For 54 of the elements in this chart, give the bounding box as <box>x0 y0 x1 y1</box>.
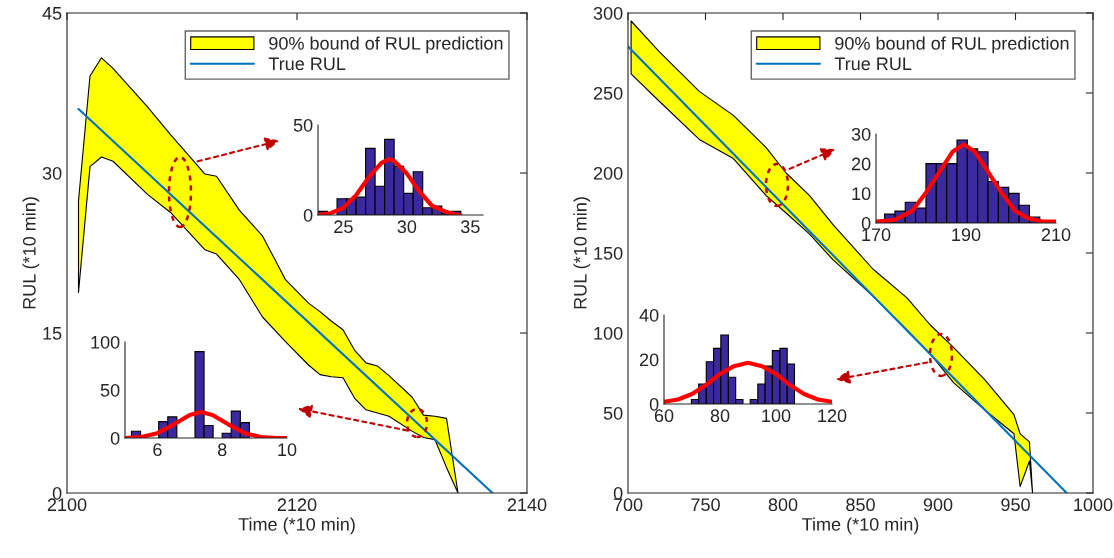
y-tick-label: 15 <box>43 327 62 340</box>
y-tick-label: 40 <box>639 308 659 322</box>
x-tick-label: 2120 <box>277 498 317 512</box>
y-tick-label: 0 <box>649 397 659 411</box>
y-tick-label: 0 <box>303 208 313 222</box>
x-tick-label: 850 <box>846 498 875 512</box>
x-tick-label: 700 <box>613 498 643 512</box>
y-axis-title: RUL (*10 min) <box>573 197 591 309</box>
x-tick-label: 170 <box>862 228 891 242</box>
legend-label: 90% bound of RUL prediction <box>269 36 503 54</box>
x-tick-label: 900 <box>923 498 953 512</box>
x-tick-label: 1000 <box>1074 498 1113 512</box>
x-tick-label: 10 <box>278 443 297 457</box>
y-tick-label: 45 <box>42 7 62 20</box>
y-tick-label: 100 <box>91 335 120 349</box>
y-tick-label: 0 <box>861 216 871 230</box>
y-tick-label: 150 <box>594 246 623 260</box>
y-tick-label: 250 <box>593 86 623 100</box>
y-tick-label: 20 <box>851 157 871 171</box>
legend-label: True RUL <box>268 57 346 71</box>
y-tick-label: 10 <box>852 187 871 201</box>
y-axis-title: RUL (*10 min) <box>22 197 40 309</box>
y-tick-label: 30 <box>851 127 871 141</box>
y-tick-label: 0 <box>52 486 62 500</box>
x-axis-title: Time (*10 min) <box>802 517 919 535</box>
x-tick-label: 25 <box>334 220 353 234</box>
x-tick-label: 100 <box>762 409 791 423</box>
x-tick-label: 8 <box>217 443 227 457</box>
y-tick-label: 100 <box>594 326 623 340</box>
x-tick-label: 60 <box>654 409 674 423</box>
x-tick-label: 950 <box>1001 498 1030 512</box>
x-tick-label: 750 <box>691 498 720 512</box>
y-tick-label: 50 <box>100 383 120 397</box>
x-tick-label: 35 <box>460 220 480 234</box>
x-tick-label: 2100 <box>47 498 87 512</box>
x-tick-label: 6 <box>153 443 162 457</box>
y-tick-label: 50 <box>603 406 623 420</box>
x-tick-label: 120 <box>818 409 847 423</box>
x-tick-label: 30 <box>397 220 417 234</box>
legend-label: True RUL <box>834 57 912 71</box>
y-tick-label: 0 <box>613 486 623 500</box>
y-tick-label: 50 <box>293 118 313 132</box>
y-tick-label: 200 <box>593 166 623 180</box>
y-tick-label: 20 <box>639 353 659 367</box>
y-tick-label: 300 <box>593 6 623 20</box>
legend-label: 90% bound of RUL prediction <box>835 36 1069 54</box>
x-tick-label: 800 <box>768 498 798 512</box>
x-tick-label: 2140 <box>507 498 547 512</box>
x-axis-title: Time (*10 min) <box>238 517 355 535</box>
y-tick-label: 30 <box>42 166 62 180</box>
x-tick-label: 80 <box>710 409 730 423</box>
x-tick-label: 210 <box>1041 228 1071 242</box>
y-tick-label: 0 <box>110 431 120 445</box>
x-tick-label: 190 <box>952 228 981 242</box>
